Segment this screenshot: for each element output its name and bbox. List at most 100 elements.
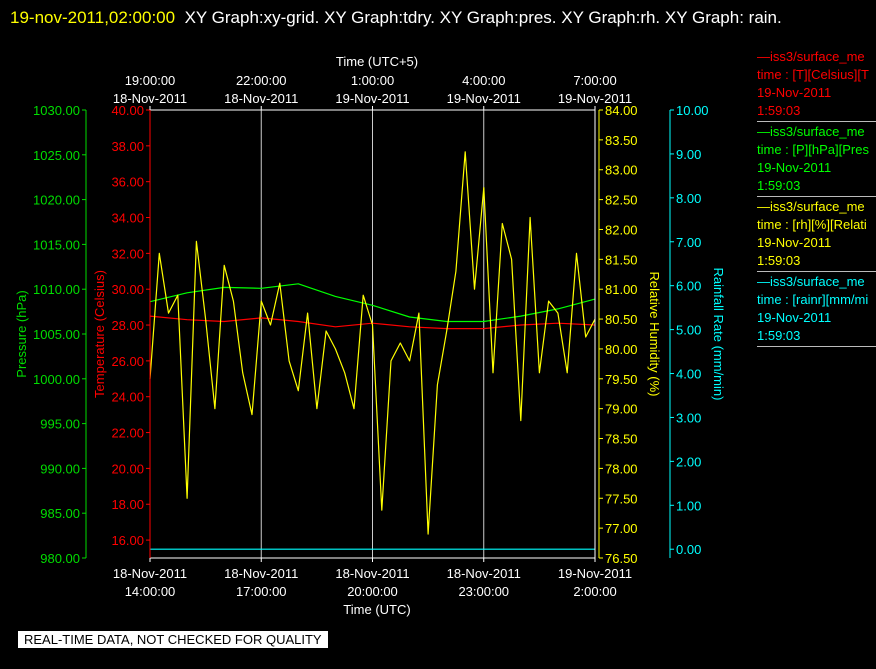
graph-title-text: XY Graph:xy-grid. XY Graph:tdry. XY Grap… — [184, 8, 782, 27]
x-tick-labels: 19:00:00 18-Nov-2011 18-Nov-2011 14:00:00 22… — [113, 73, 632, 599]
legend-line: —iss3/surface_me — [757, 124, 865, 139]
legend-time: 1:59:03 — [757, 328, 801, 343]
legend-line: —iss3/surface_me — [757, 49, 865, 64]
rain-tick-label: 4.00 — [676, 367, 701, 382]
legend-entry-pressure: —iss3/surface_me time : [P][hPa][Pres 19… — [757, 123, 876, 197]
pressure-tick-label: 1015.00 — [33, 237, 80, 252]
rh-tick-label: 81.50 — [605, 252, 638, 267]
x-top-tick-date: 18-Nov-2011 — [224, 91, 298, 106]
x-top-tick-time: 7:00:00 — [573, 73, 616, 88]
x-top-tick-date: 19-Nov-2011 — [558, 91, 632, 106]
x-top-tick-date: 19-Nov-2011 — [447, 91, 521, 106]
rh-tick-label: 77.50 — [605, 491, 638, 506]
legend-time: 1:59:03 — [757, 178, 801, 193]
temperature-tick-label: 18.00 — [111, 497, 144, 512]
pressure-tick-label: 985.00 — [40, 506, 80, 521]
rh-tick-label: 77.00 — [605, 521, 638, 536]
rain-tick-label: 5.00 — [676, 323, 701, 338]
legend-date: 19-Nov-2011 — [757, 85, 832, 100]
temperature-tick-label: 24.00 — [111, 390, 144, 405]
x-bottom-tick-date: 18-Nov-2011 — [335, 566, 409, 581]
pressure-tick-label: 1020.00 — [33, 193, 80, 208]
legend-line: —iss3/surface_me — [757, 199, 865, 214]
x-bottom-tick-time: 23:00:00 — [458, 584, 509, 599]
x-top-tick-date: 19-Nov-2011 — [335, 91, 409, 106]
rain-tick-label: 8.00 — [676, 191, 701, 206]
rain-axis-label: Rainfall Rate (mm/min) — [711, 268, 726, 401]
rh-tick-label: 79.50 — [605, 372, 638, 387]
temperature-tick-label: 36.00 — [111, 175, 144, 190]
x-bottom-tick-time: 20:00:00 — [347, 584, 398, 599]
rain-tick-label: 2.00 — [676, 454, 701, 469]
temperature-tick-label: 38.00 — [111, 139, 144, 154]
chart-axes: 980.00 985.00 990.00 995.00 1000.00 1005.00 10… — [33, 103, 709, 566]
rh-tick-label: 80.00 — [605, 342, 638, 357]
legend-entry-rainfall: —iss3/surface_me time : [rainr][mm/mi 19… — [757, 273, 876, 347]
rh-tick-label: 76.50 — [605, 551, 638, 566]
legend-time: 1:59:03 — [757, 253, 801, 268]
legend-desc: time : [rh][%][Relati — [757, 217, 867, 232]
x-top-tick-time: 1:00:00 — [351, 73, 394, 88]
legend-desc: time : [P][hPa][Pres — [757, 142, 869, 157]
pressure-tick-label: 980.00 — [40, 551, 80, 566]
pressure-tick-label: 1005.00 — [33, 327, 80, 342]
x-top-tick-time: 19:00:00 — [125, 73, 176, 88]
temperature-tick-label: 34.00 — [111, 211, 144, 226]
quality-banner: REAL-TIME DATA, NOT CHECKED FOR QUALITY — [18, 631, 328, 648]
rh-tick-label: 82.00 — [605, 222, 638, 237]
legend-entry-humidity: —iss3/surface_me time : [rh][%][Relati 1… — [757, 198, 876, 272]
rh-tick-label: 83.50 — [605, 133, 638, 148]
rain-tick-label: 9.00 — [676, 147, 701, 162]
pressure-series-line — [149, 283, 596, 323]
legend-time: 1:59:03 — [757, 103, 801, 118]
temperature-tick-label: 16.00 — [111, 533, 144, 548]
graph-timestamp: 19-nov-2011,02:00:00 — [10, 8, 176, 27]
x-bottom-tick-time: 17:00:00 — [236, 584, 287, 599]
rh-tick-label: 81.00 — [605, 282, 638, 297]
rain-tick-label: 10.00 — [676, 103, 709, 118]
x-bottom-axis-label: Time (UTC) — [343, 602, 410, 617]
legend-date: 19-Nov-2011 — [757, 235, 832, 250]
x-bottom-tick-time: 14:00:00 — [125, 584, 176, 599]
pressure-tick-label: 1030.00 — [33, 103, 80, 118]
rain-tick-label: 0.00 — [676, 542, 701, 557]
x-top-tick-time: 22:00:00 — [236, 73, 287, 88]
graph-title: 19-nov-2011,02:00:00 XY Graph:xy-grid. X… — [10, 4, 860, 32]
pressure-tick-label: 995.00 — [40, 417, 80, 432]
rh-tick-label: 82.50 — [605, 193, 638, 208]
temperature-axis-label: Temperature (Celsius) — [92, 270, 107, 398]
legend-line: —iss3/surface_me — [757, 274, 865, 289]
pressure-tick-label: 990.00 — [40, 461, 80, 476]
rh-tick-label: 83.00 — [605, 163, 638, 178]
legend-date: 19-Nov-2011 — [757, 310, 832, 325]
x-bottom-tick-date: 19-Nov-2011 — [558, 566, 632, 581]
rh-tick-label: 79.00 — [605, 402, 638, 417]
pressure-tick-label: 1010.00 — [33, 282, 80, 297]
temperature-tick-label: 26.00 — [111, 354, 144, 369]
x-top-tick-date: 18-Nov-2011 — [113, 91, 187, 106]
rh-axis-label: Relative Humidity (%) — [647, 272, 662, 397]
rain-tick-label: 7.00 — [676, 235, 701, 250]
legend-date: 19-Nov-2011 — [757, 160, 832, 175]
legend-desc: time : [T][Celsius][T — [757, 67, 869, 82]
temperature-tick-label: 40.00 — [111, 103, 144, 118]
chart-series — [149, 151, 596, 550]
temperature-tick-label: 30.00 — [111, 282, 144, 297]
rh-tick-label: 78.50 — [605, 432, 638, 447]
temperature-tick-label: 32.00 — [111, 246, 144, 261]
rh-tick-label: 78.00 — [605, 461, 638, 476]
rain-tick-label: 6.00 — [676, 279, 701, 294]
x-bottom-tick-date: 18-Nov-2011 — [113, 566, 187, 581]
pressure-axis-label: Pressure (hPa) — [14, 290, 29, 377]
temperature-tick-label: 22.00 — [111, 426, 144, 441]
x-bottom-tick-date: 18-Nov-2011 — [447, 566, 521, 581]
x-bottom-tick-date: 18-Nov-2011 — [224, 566, 298, 581]
temperature-tick-label: 20.00 — [111, 461, 144, 476]
temperature-tick-label: 28.00 — [111, 318, 144, 333]
rain-tick-label: 3.00 — [676, 410, 701, 425]
x-bottom-tick-time: 2:00:00 — [573, 584, 616, 599]
x-top-tick-time: 4:00:00 — [462, 73, 505, 88]
legend: —iss3/surface_me time : [T][Celsius][T 1… — [757, 48, 876, 348]
pressure-tick-label: 1000.00 — [33, 372, 80, 387]
